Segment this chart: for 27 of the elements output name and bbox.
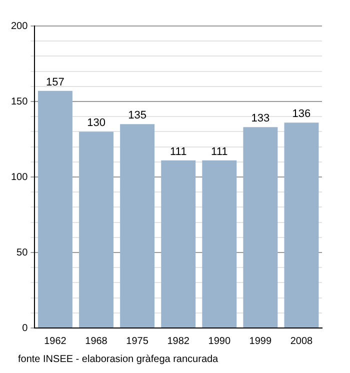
data-label: 157 xyxy=(46,76,64,88)
bar xyxy=(202,160,237,328)
x-tick-label: 1990 xyxy=(208,336,231,347)
data-label: 111 xyxy=(211,146,228,158)
y-tick-label: 150 xyxy=(10,96,28,108)
x-tick-label: 1999 xyxy=(249,336,272,347)
data-label: 130 xyxy=(87,117,106,130)
x-tick-label: 1982 xyxy=(167,336,190,347)
y-tick-label: 100 xyxy=(10,172,28,183)
data-label: 135 xyxy=(128,110,146,122)
bar xyxy=(161,160,196,328)
data-label: 136 xyxy=(292,108,311,120)
data-label: 133 xyxy=(251,112,270,125)
data-label: 111 xyxy=(170,146,187,158)
bar xyxy=(284,122,319,328)
x-tick-label: 2008 xyxy=(290,336,314,347)
bar xyxy=(120,124,155,328)
y-tick-label: 200 xyxy=(10,20,28,32)
x-tick-label: 1968 xyxy=(85,336,108,347)
y-tick-label: 0 xyxy=(22,322,28,334)
bar xyxy=(243,127,278,328)
source-note: fonte INSEE - elaborasion gràfega rancurada xyxy=(18,354,218,365)
x-tick-label: 1962 xyxy=(44,336,67,347)
y-tick-label: 50 xyxy=(16,247,28,258)
bar xyxy=(38,90,72,328)
bar xyxy=(79,132,114,328)
x-tick-label: 1975 xyxy=(126,336,149,347)
